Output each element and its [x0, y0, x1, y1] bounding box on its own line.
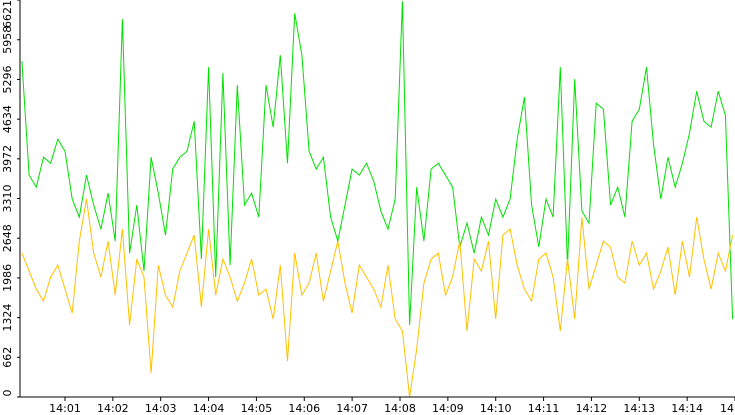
- x-tick-label: 14:06: [288, 402, 320, 415]
- series-line: [21, 1, 734, 326]
- x-tick-label: 14:02: [97, 402, 129, 415]
- y-tick-label: 1324: [1, 304, 14, 332]
- y-tick-label: 5958: [1, 26, 14, 54]
- y-tick-label: 3972: [1, 145, 14, 173]
- y-tick-label: 662: [1, 347, 14, 368]
- x-tick-label: 14:13: [623, 402, 655, 415]
- x-tick-label: 14:03: [145, 402, 177, 415]
- series-line: [21, 199, 734, 398]
- x-tick-label: 14:08: [384, 402, 416, 415]
- x-tick-label: 14:09: [432, 402, 464, 415]
- x-tick-label: 14:11: [528, 402, 560, 415]
- y-tick-label: 0: [1, 390, 14, 397]
- y-tick-label: 3310: [1, 185, 14, 213]
- y-tick-label: 5296: [1, 65, 14, 93]
- x-tick-label: 14:12: [576, 402, 608, 415]
- y-tick-label: 6621: [1, 0, 14, 28]
- y-tick-label: 1986: [1, 264, 14, 292]
- x-tick-label: 14:14: [671, 402, 703, 415]
- x-tick-label: 14:05: [241, 402, 273, 415]
- x-tick-label: 14:01: [49, 402, 81, 415]
- y-tick-label: 2648: [1, 224, 14, 252]
- x-tick-label: 14:04: [193, 402, 225, 415]
- x-tick-label: 14:07: [336, 402, 368, 415]
- y-tick-label: 4634: [1, 105, 14, 133]
- x-tick-label: 14: [720, 402, 734, 415]
- x-tick-label: 14:10: [480, 402, 512, 415]
